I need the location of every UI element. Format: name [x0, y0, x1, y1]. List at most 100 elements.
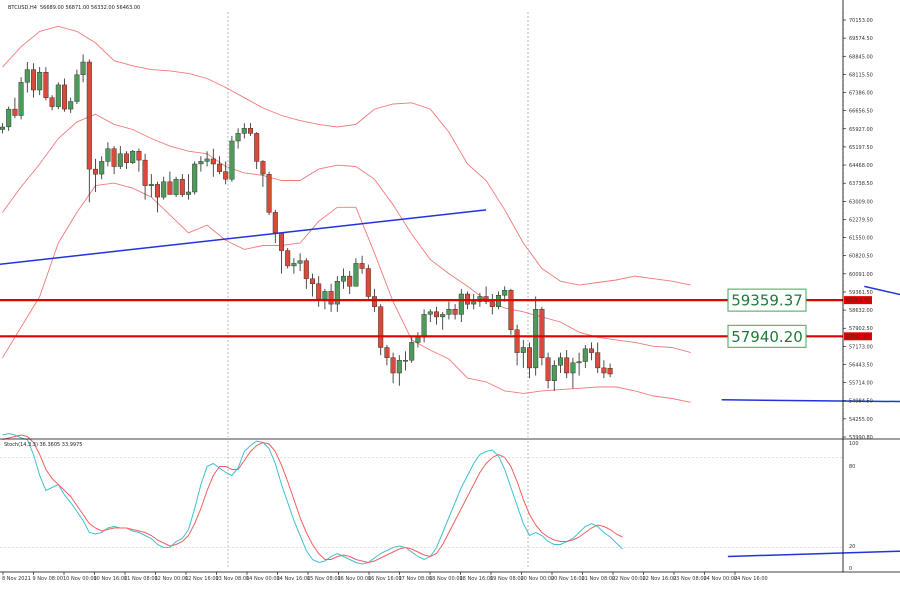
candle-body	[6, 108, 12, 128]
price-tick-label: 58632.00	[849, 308, 873, 314]
candle-body	[458, 293, 464, 315]
time-tick-label: 20 Nov 00:00	[521, 576, 555, 582]
frame-layer	[0, 0, 900, 573]
candle-body	[117, 153, 123, 167]
stoch-trendline	[727, 550, 900, 558]
candle-body	[595, 352, 601, 369]
candle-body	[279, 232, 285, 251]
candle-body	[353, 263, 359, 287]
bollinger-layer	[2, 25, 691, 403]
candle-body	[558, 357, 564, 366]
price-tick-label: 68115.50	[849, 72, 873, 78]
candle-body	[434, 311, 440, 318]
candle-body	[105, 148, 111, 162]
candle-body	[514, 329, 520, 353]
stoch-tick-label: 0	[849, 566, 852, 572]
candle-body	[185, 191, 191, 195]
candle-body	[365, 268, 371, 297]
candle-body	[86, 61, 92, 170]
time-tick-label: 11 Nov 08:00	[124, 576, 158, 582]
candle-body	[285, 250, 291, 267]
price-tick-label: 57902.50	[849, 326, 873, 332]
candle-body	[247, 128, 253, 134]
price-tick-label: 57173.00	[849, 344, 873, 350]
ohlc-header: 56689.00 56871.00 56332.00 56463.00	[40, 5, 140, 11]
time-tick-label: 10 Nov 16:00	[94, 576, 128, 582]
candle-body	[527, 347, 533, 369]
candle-body	[223, 171, 229, 180]
time-tick-label: 18 Nov 16:00	[460, 576, 494, 582]
time-tick-label: 10 Nov 00:00	[63, 576, 97, 582]
price-tick-label: 54984.50	[849, 399, 873, 405]
candle-body	[154, 184, 160, 198]
candle-body	[272, 212, 278, 233]
price-tick-label: 65197.50	[849, 145, 873, 151]
candle-body	[241, 128, 247, 134]
symbol-header: BTCUSD,H4	[8, 5, 37, 11]
candle-body	[210, 158, 216, 165]
price-tick-label: 60091.00	[849, 272, 873, 278]
time-tick-label: 14 Nov 16:00	[277, 576, 311, 582]
candle-body	[303, 260, 309, 279]
candle-body	[111, 148, 117, 167]
candle-body	[310, 278, 316, 285]
candle-body	[452, 309, 458, 315]
price-tick-label: 69574.50	[849, 36, 873, 42]
candle-body	[49, 97, 55, 107]
candle-body	[440, 314, 446, 318]
candle-body	[551, 365, 557, 381]
candle-body	[372, 296, 378, 307]
candle-body	[427, 311, 433, 315]
price-tick-label: 70153.00	[849, 18, 873, 24]
candle-body	[601, 367, 607, 374]
candle-body	[409, 342, 415, 361]
candle-body	[570, 362, 576, 374]
candle-layer	[0, 54, 613, 391]
level-label-text: 59359.37	[731, 292, 803, 310]
candle-body	[576, 361, 582, 364]
candle-body	[359, 263, 365, 269]
candle-body	[378, 306, 384, 348]
price-trendline	[0, 209, 487, 266]
candle-body	[179, 179, 185, 195]
candle-body	[334, 281, 340, 305]
candle-body	[322, 291, 328, 300]
candle-body	[18, 82, 24, 116]
time-tick-label: 23 Nov 08:00	[673, 576, 707, 582]
time-tick-label: 9 Nov 08:00	[33, 576, 64, 582]
candle-body	[582, 348, 588, 362]
candle-body	[68, 101, 74, 110]
time-tick-label: 22 Nov 16:00	[643, 576, 677, 582]
time-tick-label: 21 Nov 08:00	[582, 576, 616, 582]
price-tick-label: 62279.50	[849, 217, 873, 223]
level-price-tag	[844, 296, 872, 305]
candle-body	[539, 309, 545, 358]
time-tick-label: 20 Nov 16:00	[551, 576, 585, 582]
level-price-tag	[844, 332, 872, 341]
candle-body	[99, 161, 105, 175]
candle-body	[12, 108, 18, 116]
level-price-tag-text: 57940.20	[846, 334, 870, 340]
candle-body	[260, 161, 266, 175]
candle-body	[446, 309, 452, 315]
candle-body	[55, 84, 61, 107]
candle-body	[204, 158, 210, 162]
time-tick-label: 18 Nov 00:00	[429, 576, 463, 582]
candle-body	[136, 150, 142, 161]
time-tick-label: 19 Nov 08:00	[490, 576, 524, 582]
candle-body	[316, 283, 322, 300]
level-label-box	[727, 288, 807, 312]
candle-body	[123, 153, 129, 163]
candle-body	[403, 360, 409, 362]
time-tick-label: 24 Nov 16:00	[734, 576, 768, 582]
price-tick-label: 61550.00	[849, 236, 873, 242]
candle-body	[173, 179, 179, 195]
candle-body	[31, 69, 37, 91]
price-tick-label: 56443.50	[849, 362, 873, 368]
time-tick-label: 16 Nov 16:00	[368, 576, 402, 582]
bollinger-upper	[2, 25, 691, 286]
candle-body	[328, 291, 334, 305]
candle-body	[545, 357, 551, 381]
